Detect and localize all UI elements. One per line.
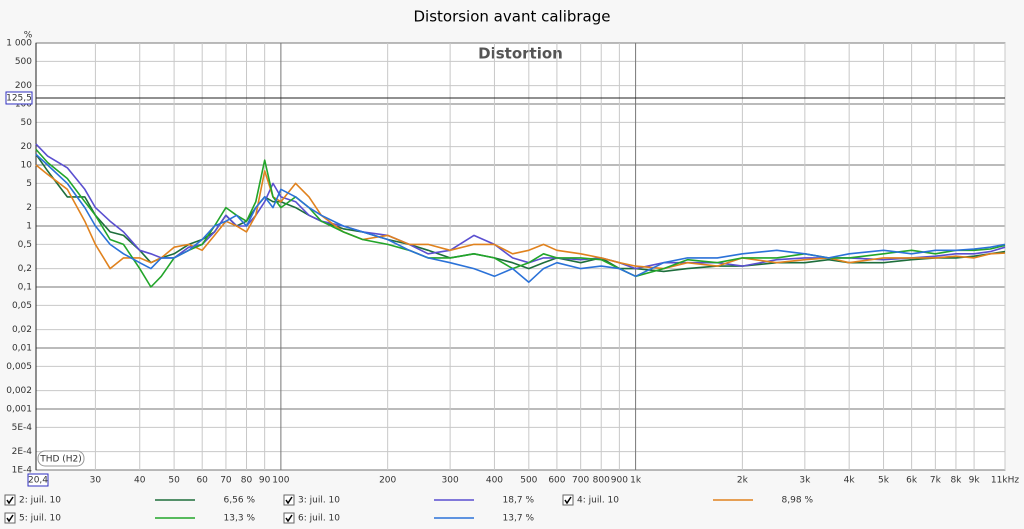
legend-checkbox[interactable] xyxy=(4,512,16,524)
x-tick-label: 900 xyxy=(611,476,628,486)
cursor-label: 125,5 xyxy=(6,93,32,103)
x-tick-label: 700 xyxy=(572,476,589,486)
x-tick-label: 8k xyxy=(950,476,962,486)
legend-value: 6,56 % xyxy=(224,496,256,506)
legend-check xyxy=(285,514,293,523)
chart-title: Distorsion avant calibrage xyxy=(413,8,610,26)
legend-value: 18,7 % xyxy=(503,496,535,506)
plot-background xyxy=(35,42,1006,471)
legend-checkbox[interactable] xyxy=(283,494,295,506)
mode-button-label: THD (H2) xyxy=(39,455,82,465)
legend-label: 2: juil. 10 xyxy=(19,496,61,506)
y-tick-label: 1 000 xyxy=(6,39,32,49)
x-tick-label: 11kHz xyxy=(991,476,1019,486)
x-tick-label: 200 xyxy=(379,476,396,486)
x-tick-label: 70 xyxy=(220,476,232,486)
x-tick-label: 30 xyxy=(90,476,102,486)
mode-button[interactable] xyxy=(37,450,85,467)
series-line xyxy=(35,153,1006,283)
x-tick-label: 5k xyxy=(878,476,890,486)
y-tick-label: 10 xyxy=(21,161,33,171)
y-tick-label: 0,002 xyxy=(6,386,32,396)
y-tick-label: 200 xyxy=(15,81,32,91)
x-tick-label: 4k xyxy=(844,476,856,486)
y-tick-label: 500 xyxy=(15,57,32,67)
y-tick-label: 0,1 xyxy=(18,283,32,293)
legend-check xyxy=(285,496,293,505)
cursor-box xyxy=(5,91,33,105)
legend-checkbox[interactable] xyxy=(562,494,574,506)
legend-label: 6: juil. 10 xyxy=(298,514,340,524)
x-tick-label: 800 xyxy=(593,476,610,486)
y-tick-label: 0,005 xyxy=(6,362,32,372)
x-tick-label: 40 xyxy=(134,476,146,486)
legend-check xyxy=(6,514,14,523)
y-tick-label: 0,2 xyxy=(18,264,32,274)
x-tick-label: 600 xyxy=(548,476,565,486)
legend-label: 3: juil. 10 xyxy=(298,496,340,506)
legend-checkbox[interactable] xyxy=(283,512,295,524)
cursor-label: 20,4 xyxy=(28,476,48,486)
x-tick-label: 3k xyxy=(799,476,811,486)
legend-check xyxy=(6,496,14,505)
legend-value: 13,7 % xyxy=(503,514,535,524)
x-tick-label: 100 xyxy=(272,476,289,486)
x-tick-label: 6k xyxy=(906,476,918,486)
y-tick-label: 0,05 xyxy=(12,301,32,311)
y-tick-label: 5 xyxy=(26,179,32,189)
y-tick-label: 1E-4 xyxy=(12,466,33,476)
y-unit: % xyxy=(24,31,33,41)
x-tick-label: 90 xyxy=(259,476,271,486)
y-tick-label: 2 xyxy=(26,203,32,213)
x-tick-label: 2k xyxy=(737,476,749,486)
x-tick-label: 9k xyxy=(969,476,981,486)
y-tick-label: 20 xyxy=(21,142,33,152)
plot-title: Distortion xyxy=(478,45,563,63)
legend-value: 13,3 % xyxy=(224,514,256,524)
x-tick-label: 400 xyxy=(486,476,503,486)
y-tick-label: 0,01 xyxy=(12,344,32,354)
cursor-box xyxy=(27,473,49,487)
y-tick-label: 0,5 xyxy=(18,240,32,250)
y-tick-label: 2E-4 xyxy=(12,447,33,457)
x-tick-label: 80 xyxy=(241,476,253,486)
x-tick-label: 1k xyxy=(630,476,642,486)
y-tick-label: 1 xyxy=(26,222,32,232)
y-tick-label: 5E-4 xyxy=(12,423,33,433)
legend-checkbox[interactable] xyxy=(4,494,16,506)
x-tick-label: 500 xyxy=(520,476,537,486)
legend-value: 8,98 % xyxy=(782,496,814,506)
x-tick-label: 300 xyxy=(442,476,459,486)
x-tick-label: 60 xyxy=(196,476,208,486)
y-tick-label: 0,02 xyxy=(12,325,32,335)
legend-label: 5: juil. 10 xyxy=(19,514,61,524)
legend-label: 4: juil. 10 xyxy=(577,496,619,506)
legend-check xyxy=(564,496,572,505)
x-tick-label: 50 xyxy=(168,476,180,486)
x-tick-label: 7k xyxy=(930,476,942,486)
y-tick-label: 0,001 xyxy=(6,405,32,415)
y-tick-label: 50 xyxy=(21,118,33,128)
y-tick-label: 100 xyxy=(15,100,32,110)
